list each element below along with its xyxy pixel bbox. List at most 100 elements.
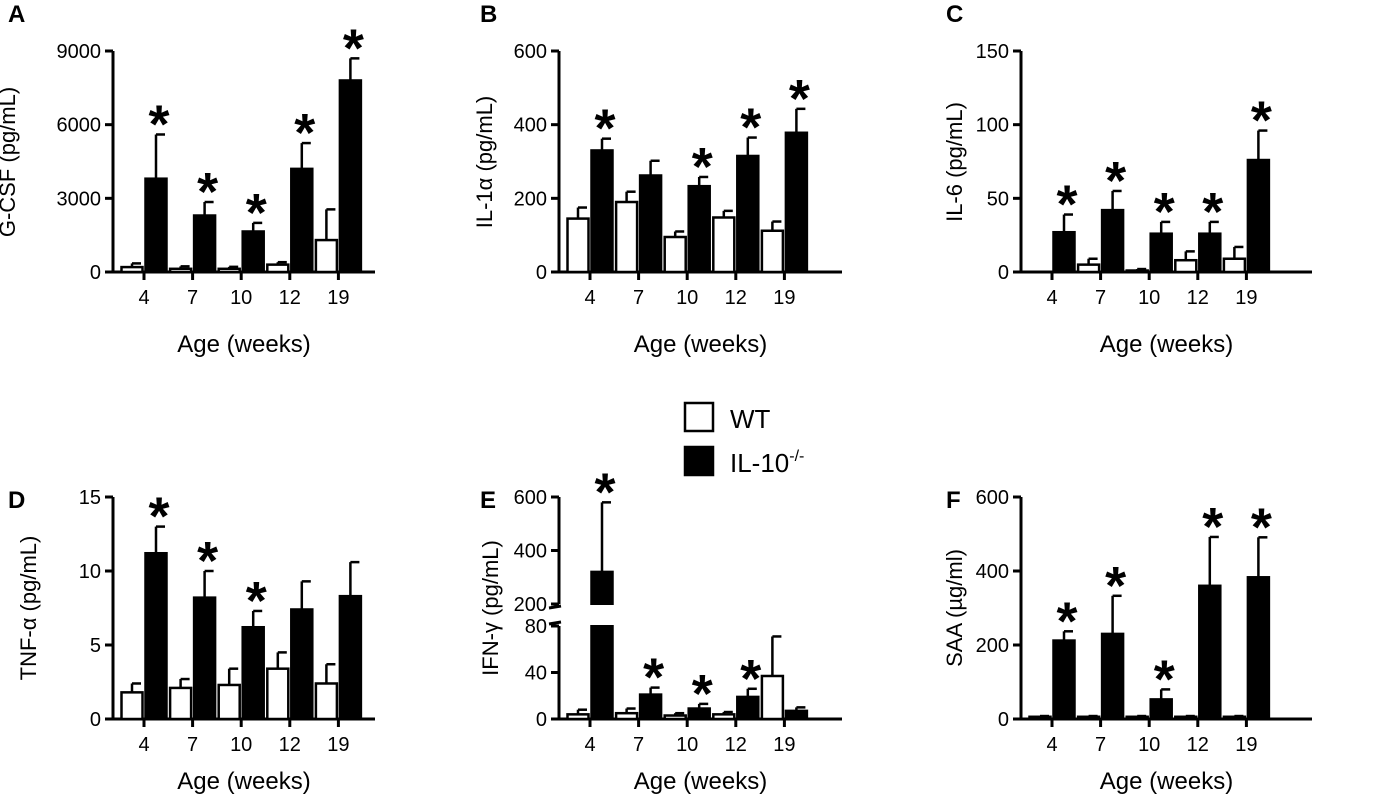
- x-axis-label: Age (weeks): [1100, 768, 1233, 795]
- significance-star: *: [1105, 151, 1126, 211]
- x-tick-label: 10: [1138, 287, 1160, 309]
- y-axis-label: IL-6 (pg/mL): [942, 102, 967, 222]
- axis-break-mark: [548, 620, 562, 626]
- bar-il10: [1246, 158, 1271, 274]
- y-tick-label: 600: [514, 487, 547, 509]
- significance-star: *: [246, 571, 267, 631]
- bar-il10: [338, 594, 363, 721]
- bar-wt: [266, 667, 290, 721]
- bar-il10: [1052, 230, 1076, 274]
- significance-star: *: [1202, 497, 1223, 557]
- y-tick-label: 0: [90, 709, 101, 731]
- y-tick-label: 600: [976, 487, 1009, 509]
- significance-star: *: [594, 462, 615, 522]
- panel-A: A G-CSF (pg/mL) Age (weeks) 0 3000 6000 9000 4 *…: [0, 1, 375, 358]
- bar-wt: [1174, 258, 1198, 274]
- y-axis-label: G-CSF (pg/mL): [0, 87, 20, 237]
- bar-wt: [1028, 715, 1052, 721]
- bar-wt: [217, 267, 241, 274]
- y-tick-label: 600: [514, 41, 547, 63]
- x-tick-label: 7: [1095, 734, 1106, 756]
- x-axis-label: Age (weeks): [1100, 331, 1233, 358]
- bar-il10: [687, 184, 711, 274]
- bar-il10: [192, 214, 217, 274]
- x-tick-label: 19: [327, 734, 349, 756]
- significance-star: *: [148, 487, 169, 547]
- significance-star: *: [1154, 182, 1175, 242]
- bar-wt: [1222, 257, 1247, 274]
- bar-wt: [712, 713, 736, 721]
- y-tick-label: 3000: [57, 188, 102, 210]
- x-tick-label: 10: [230, 287, 252, 309]
- legend-swatch-il10: [683, 445, 715, 477]
- panel-letter: D: [8, 487, 25, 514]
- significance-star: *: [1251, 497, 1272, 557]
- bar-wt: [614, 200, 639, 274]
- y-tick-label: 150: [976, 41, 1009, 63]
- bar-wt: [712, 216, 736, 274]
- x-tick-label: 4: [138, 287, 149, 309]
- x-tick-label: 7: [633, 287, 644, 309]
- bar-wt: [1174, 715, 1198, 721]
- bar-il10: [290, 608, 314, 721]
- significance-star: *: [294, 103, 315, 163]
- y-tick-label: 5: [90, 635, 101, 657]
- bar-wt: [760, 674, 785, 721]
- y-tick-label: 0: [998, 262, 1009, 284]
- chart-panels: AG-CSF (pg/mL)Age (weeks)03000600090004*…: [0, 1, 1312, 795]
- x-tick-label: 4: [138, 734, 149, 756]
- legend-label-il10: IL-10-/-: [730, 448, 804, 478]
- legend-label-wt: WT: [730, 404, 771, 434]
- bar-il10: [590, 570, 614, 721]
- y-tick-label: 9000: [57, 41, 102, 63]
- bar-wt: [1076, 715, 1101, 721]
- bar-wt: [614, 711, 639, 721]
- bar-il10: [638, 174, 663, 274]
- bar-il10: [784, 131, 809, 274]
- significance-star: *: [740, 649, 761, 709]
- bar-wt: [1222, 715, 1247, 721]
- y-tick-label: 0: [536, 709, 547, 731]
- significance-star: *: [1056, 591, 1077, 651]
- bar-il10: [1052, 639, 1076, 721]
- x-tick-label: 19: [1235, 287, 1257, 309]
- y-tick-label: 10: [79, 561, 101, 583]
- y-tick-label: 80: [525, 616, 547, 638]
- bar-il10: [736, 154, 760, 274]
- panel-letter: C: [946, 1, 963, 28]
- bar-il10: [144, 177, 168, 274]
- panel-letter: B: [480, 1, 497, 28]
- y-tick-label: 40: [525, 663, 547, 685]
- significance-star: *: [594, 99, 615, 159]
- x-tick-label: 10: [230, 734, 252, 756]
- significance-star: *: [1202, 182, 1223, 242]
- significance-star: *: [1105, 556, 1126, 616]
- x-tick-label: 10: [676, 734, 698, 756]
- x-tick-label: 19: [773, 287, 795, 309]
- bar-wt: [314, 238, 339, 274]
- bar-wt: [566, 217, 590, 274]
- bar-il10: [192, 596, 217, 721]
- significance-star: *: [1154, 649, 1175, 709]
- x-axis-label: Age (weeks): [634, 768, 767, 795]
- bar-wt: [566, 713, 590, 721]
- significance-star: *: [1251, 91, 1272, 151]
- axis-break-mark: [548, 604, 562, 610]
- bar-il10: [736, 695, 760, 721]
- x-tick-label: 12: [279, 734, 301, 756]
- significance-star: *: [197, 162, 218, 222]
- x-tick-label: 4: [1046, 287, 1057, 309]
- significance-star: *: [692, 664, 713, 724]
- x-tick-label: 12: [725, 287, 747, 309]
- panel-B: B IL-1α (pg/mL) Age (weeks) 0 200 400 600 4 * 7 10…: [472, 1, 842, 358]
- bar-wt: [120, 265, 144, 274]
- bar-il10: [241, 230, 265, 274]
- bar-il10: [338, 79, 363, 274]
- bar-il10: [1149, 232, 1173, 274]
- panel-letter: A: [8, 1, 25, 28]
- bar-il10: [784, 709, 809, 721]
- panel-D: D TNF-α (pg/mL) Age (weeks) 0 5 10 15 4 * 7 * 10 * 12…: [8, 487, 375, 795]
- y-tick-label: 6000: [57, 115, 102, 137]
